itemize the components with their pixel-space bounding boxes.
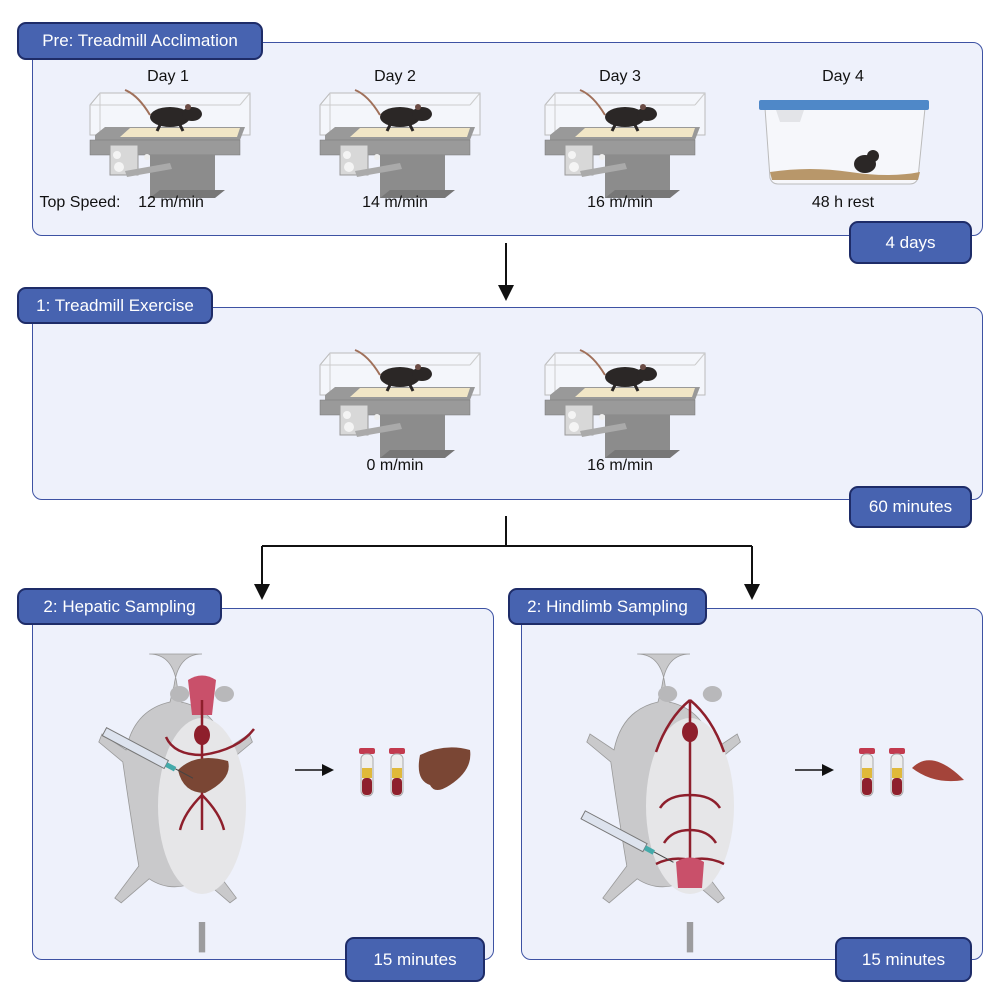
exercise-title: 1: Treadmill Exercise	[17, 287, 213, 324]
rest-cage	[759, 100, 929, 185]
muscle-icon	[912, 760, 964, 782]
day-1-label: Day 1	[147, 68, 189, 85]
branch-connector	[254, 516, 760, 600]
acclimation-duration: 4 days	[849, 221, 972, 264]
hepatic-duration: 15 minutes	[345, 937, 485, 982]
mouse-hepatic-dissection	[98, 653, 255, 953]
exercise-speed-16: 16 m/min	[587, 457, 653, 474]
day-2-label: Day 2	[374, 68, 416, 85]
treadmill-day-2	[318, 88, 482, 200]
exercise-speed-0: 0 m/min	[366, 457, 424, 474]
hindlimb-title: 2: Hindlimb Sampling	[508, 588, 707, 625]
exercise-panel	[32, 307, 983, 500]
treadmill-0-speed	[318, 348, 482, 460]
speed-day-3: 16 m/min	[587, 194, 653, 211]
treadmill-16-speed	[543, 348, 707, 460]
hindlimb-duration: 15 minutes	[835, 937, 972, 982]
hepatic-title: 2: Hepatic Sampling	[17, 588, 222, 625]
exercise-duration: 60 minutes	[849, 486, 972, 528]
treadmill-day-1	[88, 88, 252, 200]
acclimation-title: Pre: Treadmill Acclimation	[17, 22, 263, 60]
top-speed-label: Top Speed:	[39, 194, 121, 211]
day-3-label: Day 3	[599, 68, 641, 85]
blood-tube-2	[888, 747, 906, 797]
hindlimb-panel	[521, 608, 983, 960]
blood-tube-1	[858, 747, 876, 797]
hepatic-panel	[32, 608, 494, 960]
rest-day-4: 48 h rest	[811, 194, 875, 211]
speed-day-2: 14 m/min	[362, 194, 428, 211]
day-4-label: Day 4	[822, 68, 864, 85]
mouse-hindlimb-dissection	[580, 653, 741, 953]
liver-icon	[418, 747, 471, 790]
blood-tube-1	[358, 747, 376, 797]
treadmill-day-3	[543, 88, 707, 200]
blood-tube-2	[388, 747, 406, 797]
speed-day-1: 12 m/min	[138, 194, 204, 211]
